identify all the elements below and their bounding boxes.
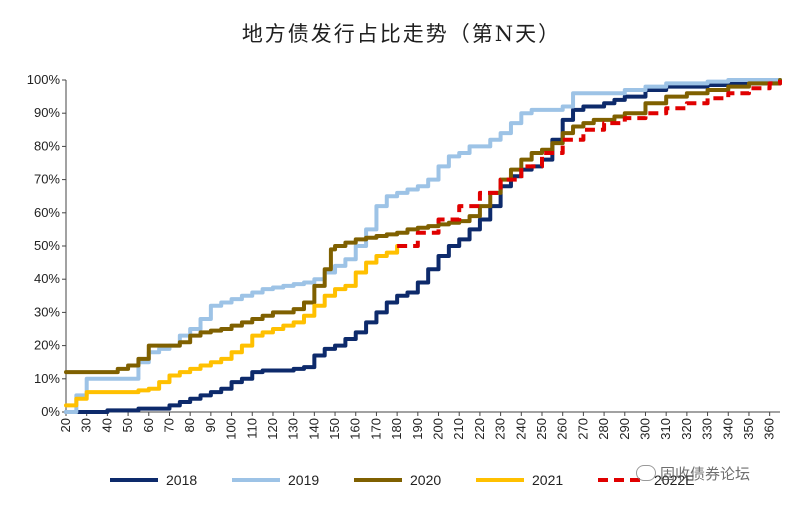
x-tick-label: 70 <box>161 418 176 432</box>
x-tick-label: 300 <box>637 418 652 440</box>
chart-title: 地方债发行占比走势（第N天） <box>241 22 562 46</box>
x-tick-label: 90 <box>203 418 218 432</box>
series-line-2018 <box>64 78 782 414</box>
y-tick-label: 90% <box>34 105 60 120</box>
series-line-2022E <box>397 80 782 248</box>
x-tick-label: 160 <box>348 418 363 440</box>
x-tick-label: 290 <box>617 418 632 440</box>
x-tick-label: 350 <box>741 418 756 440</box>
x-tick-label: 310 <box>658 418 673 440</box>
x-tick-label: 150 <box>327 418 342 440</box>
x-tick-label: 340 <box>720 418 735 440</box>
x-tick-label: 170 <box>368 418 383 440</box>
x-tick-label: 60 <box>141 418 156 432</box>
x-tick-label: 230 <box>493 418 508 440</box>
x-tick-label: 20 <box>58 418 73 432</box>
x-tick-label: 100 <box>224 418 239 440</box>
x-tick-label: 130 <box>286 418 301 440</box>
x-tick-label: 270 <box>575 418 590 440</box>
x-tick-label: 50 <box>120 418 135 432</box>
x-tick-label: 210 <box>451 418 466 440</box>
x-tick-label: 140 <box>306 418 321 440</box>
y-tick-label: 60% <box>34 205 60 220</box>
series-line-2020 <box>64 78 782 375</box>
legend-label-2021: 2021 <box>532 472 563 488</box>
x-tick-label: 320 <box>679 418 694 440</box>
x-tick-label: 240 <box>513 418 528 440</box>
x-tick-label: 40 <box>99 418 114 432</box>
series-line-2021 <box>64 244 400 408</box>
y-tick-label: 20% <box>34 338 60 353</box>
y-tick-label: 0% <box>41 404 60 419</box>
legend-label-2018: 2018 <box>166 472 197 488</box>
y-tick-label: 70% <box>34 172 60 187</box>
chat-bubble-icon <box>636 465 656 481</box>
x-tick-label: 250 <box>534 418 549 440</box>
y-tick-label: 80% <box>34 138 60 153</box>
y-tick-label: 40% <box>34 271 60 286</box>
x-tick-label: 120 <box>265 418 280 440</box>
x-tick-label: 360 <box>762 418 777 440</box>
x-tick-label: 200 <box>431 418 446 440</box>
x-tick-label: 260 <box>555 418 570 440</box>
watermark-text: 固收债券论坛 <box>660 465 751 483</box>
x-tick-label: 220 <box>472 418 487 440</box>
x-tick-label: 180 <box>389 418 404 440</box>
x-tick-label: 110 <box>244 418 259 439</box>
legend-label-2022E: 2022E <box>654 472 694 488</box>
series-line-2019 <box>64 78 782 414</box>
x-tick-label: 80 <box>182 418 197 432</box>
x-tick-label: 30 <box>79 418 94 432</box>
x-tick-label: 190 <box>410 418 425 440</box>
x-tick-label: 280 <box>596 418 611 440</box>
legend-label-2020: 2020 <box>410 472 441 488</box>
y-tick-label: 100% <box>27 72 61 87</box>
watermark: 固收债券论坛 <box>636 463 750 484</box>
y-tick-label: 30% <box>34 304 60 319</box>
legend-label-2019: 2019 <box>288 472 319 488</box>
y-tick-label: 50% <box>34 238 60 253</box>
x-tick-label: 330 <box>700 418 715 440</box>
y-tick-label: 10% <box>34 371 60 386</box>
